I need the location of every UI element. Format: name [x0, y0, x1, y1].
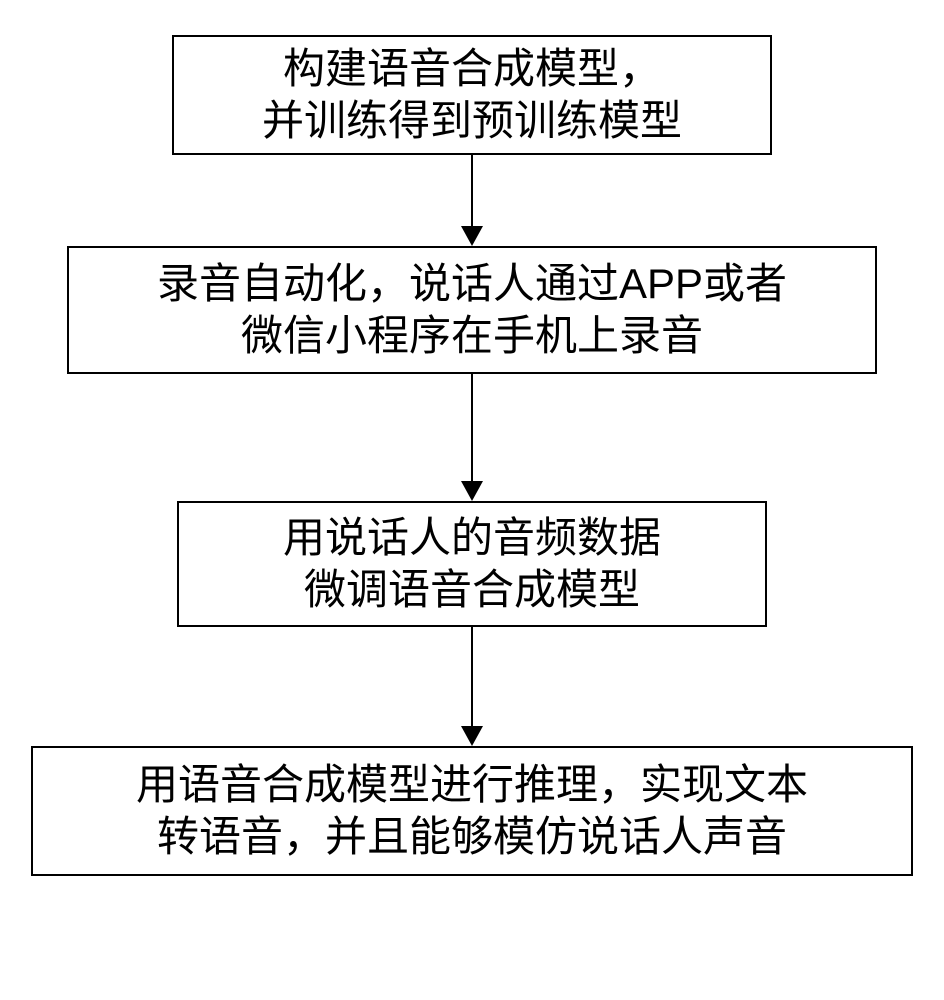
arrow-head-icon: [461, 226, 483, 246]
flow-node-1: 构建语音合成模型， 并训练得到预训练模型: [172, 35, 772, 155]
arrow-shaft: [471, 374, 473, 482]
flow-node-1-line-1: 构建语音合成模型，: [283, 43, 661, 96]
arrow-shaft: [471, 155, 473, 227]
flow-arrow-2: [461, 374, 483, 501]
flow-node-3-line-2: 微调语音合成模型: [304, 564, 640, 617]
flow-node-2-line-2: 微信小程序在手机上录音: [241, 310, 703, 363]
flow-node-4: 用语音合成模型进行推理，实现文本 转语音，并且能够模仿说话人声音: [31, 746, 913, 876]
flow-node-1-line-2: 并训练得到预训练模型: [262, 95, 682, 148]
flow-node-4-line-1: 用语音合成模型进行推理，实现文本: [136, 759, 808, 812]
flow-node-2: 录音自动化，说话人通过APP或者 微信小程序在手机上录音: [67, 246, 877, 374]
flow-node-3: 用说话人的音频数据 微调语音合成模型: [177, 501, 767, 627]
flow-node-4-line-2: 转语音，并且能够模仿说话人声音: [157, 811, 787, 864]
arrow-head-icon: [461, 726, 483, 746]
arrow-shaft: [471, 627, 473, 727]
flow-arrow-3: [461, 627, 483, 746]
flow-node-2-line-1: 录音自动化，说话人通过APP或者: [157, 258, 787, 311]
arrow-head-icon: [461, 481, 483, 501]
flow-node-3-line-1: 用说话人的音频数据: [283, 512, 661, 565]
flow-arrow-1: [461, 155, 483, 246]
